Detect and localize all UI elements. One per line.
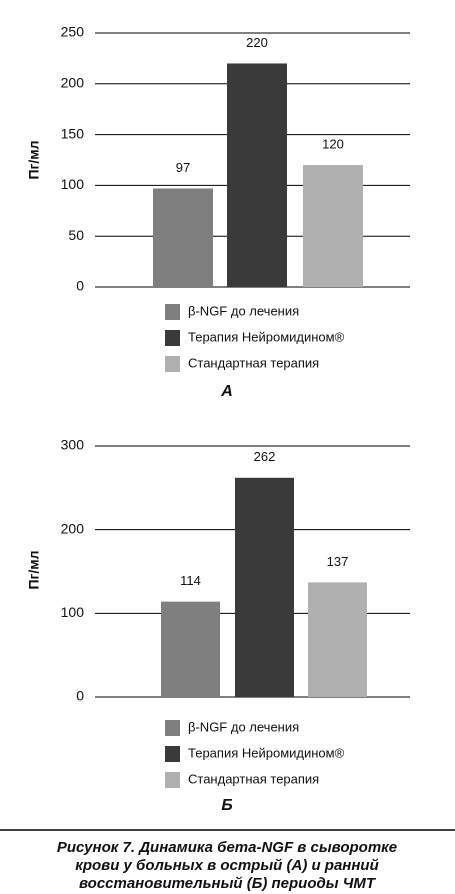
legend-swatch xyxy=(165,720,180,736)
caption-line: Рисунок 7. Динамика бета-NGF в сыворотке xyxy=(57,839,397,856)
legend-swatch xyxy=(165,356,180,372)
legend-swatch xyxy=(165,772,180,788)
value-label: 120 xyxy=(322,137,344,152)
caption-line: крови у больных в острый (А) и ранний xyxy=(75,857,379,874)
value-label: 137 xyxy=(327,554,349,569)
bar xyxy=(235,477,294,697)
y-tick-label: 50 xyxy=(68,227,84,243)
y-tick-label: 300 xyxy=(61,437,85,453)
legend-swatch xyxy=(165,746,180,762)
y-tick-label: 0 xyxy=(76,688,84,704)
chart-title: А xyxy=(220,383,233,400)
y-tick-label: 250 xyxy=(61,24,85,40)
legend-swatch xyxy=(165,330,180,346)
y-tick-label: 100 xyxy=(61,604,85,620)
value-label: 220 xyxy=(246,35,268,50)
bar xyxy=(308,582,367,697)
legend-label: β-NGF до лечения xyxy=(188,719,299,734)
value-label: 97 xyxy=(176,160,190,175)
y-axis-label: Пг/мл xyxy=(26,140,42,179)
bar xyxy=(161,601,220,697)
y-tick-label: 150 xyxy=(61,125,85,141)
chart-title: Б xyxy=(221,797,232,814)
bar xyxy=(227,63,287,288)
y-tick-label: 100 xyxy=(61,176,85,192)
bar xyxy=(153,188,213,287)
y-tick-label: 0 xyxy=(76,278,84,294)
bar xyxy=(303,165,363,287)
value-label: 262 xyxy=(254,449,276,464)
y-tick-label: 200 xyxy=(61,520,85,536)
value-label: 114 xyxy=(180,573,201,588)
legend-label: Терапия Нейромидином® xyxy=(188,329,345,344)
y-tick-label: 200 xyxy=(61,75,85,91)
caption-line: восстановительный (Б) периоды ЧМТ xyxy=(79,875,377,892)
legend-swatch xyxy=(165,304,180,320)
legend-label: Терапия Нейромидином® xyxy=(188,745,345,760)
y-axis-label: Пг/мл xyxy=(26,550,42,589)
legend-label: Стандартная терапия xyxy=(188,355,319,370)
legend-label: β-NGF до лечения xyxy=(188,303,299,318)
legend-label: Стандартная терапия xyxy=(188,771,319,786)
